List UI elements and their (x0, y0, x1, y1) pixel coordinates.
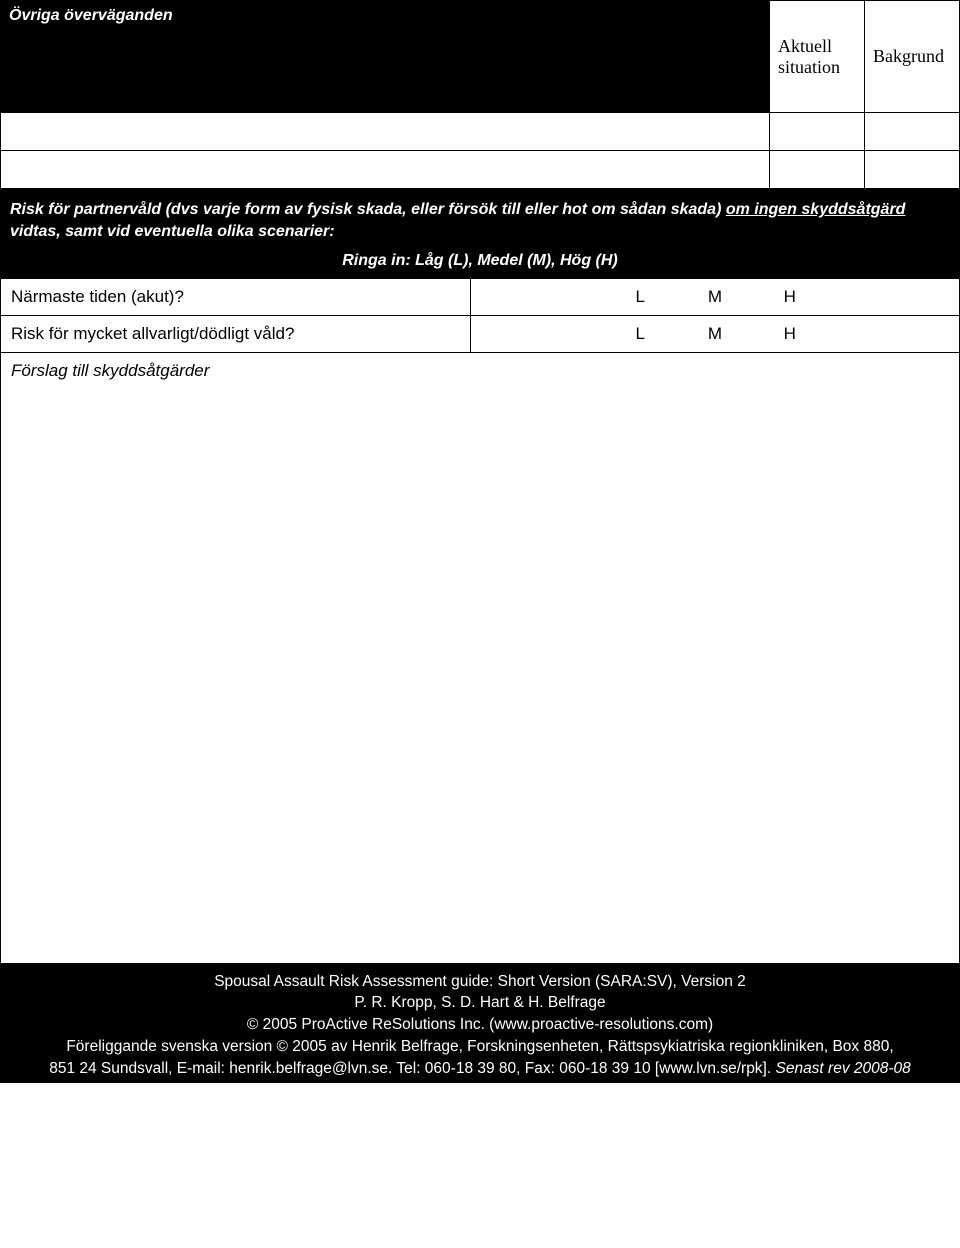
protective-measures-title: Förslag till skyddsåtgärder (11, 361, 209, 380)
risk-high[interactable]: H (755, 287, 825, 307)
risk-header: Risk för partnervåld (dvs varje form av … (0, 189, 960, 248)
footer-line-5: 851 24 Sundsvall, E-mail: henrik.belfrag… (6, 1058, 954, 1080)
footer: Spousal Assault Risk Assessment guide: S… (0, 963, 960, 1083)
footer-line-1: Spousal Assault Risk Assessment guide: S… (6, 971, 954, 993)
consideration-row-2 (1, 151, 960, 189)
risk-header-underlined: om ingen skyddsåtgärd (726, 201, 906, 218)
risk-high[interactable]: H (755, 324, 825, 344)
risk-label-acute: Närmaste tiden (akut)? (1, 279, 471, 316)
risk-table: Närmaste tiden (akut)? L M H Risk för my… (0, 278, 960, 353)
considerations-title: Övriga överväganden (9, 7, 173, 24)
risk-low[interactable]: L (605, 287, 675, 307)
risk-label-severe: Risk för mycket allvarligt/dödligt våld? (1, 316, 471, 353)
consideration-current-2[interactable] (770, 151, 865, 189)
risk-low[interactable]: L (605, 324, 675, 344)
consideration-text-1[interactable] (1, 113, 770, 151)
consideration-background-2[interactable] (865, 151, 960, 189)
consideration-current-1[interactable] (770, 113, 865, 151)
risk-header-text-2: vidtas, samt vid eventuella olika scenar… (10, 223, 335, 240)
risk-rating-acute[interactable]: L M H (471, 279, 960, 316)
risk-medium[interactable]: M (680, 287, 750, 307)
consideration-background-1[interactable] (865, 113, 960, 151)
form-page: Övriga överväganden Aktuell situation Ba… (0, 0, 960, 1083)
col-current-situation: Aktuell situation (770, 1, 865, 113)
risk-header-text-1: Risk för partnervåld (dvs varje form av … (10, 201, 726, 218)
footer-line-2: P. R. Kropp, S. D. Hart & H. Belfrage (6, 992, 954, 1014)
considerations-title-cell: Övriga överväganden (1, 1, 770, 113)
risk-row-acute: Närmaste tiden (akut)? L M H (1, 279, 960, 316)
col-background: Bakgrund (865, 1, 960, 113)
risk-medium[interactable]: M (680, 324, 750, 344)
risk-rating-severe[interactable]: L M H (471, 316, 960, 353)
risk-instruction: Ringa in: Låg (L), Medel (M), Hög (H) (0, 248, 960, 278)
risk-row-severe: Risk för mycket allvarligt/dödligt våld?… (1, 316, 960, 353)
footer-line-4: Föreliggande svenska version © 2005 av H… (6, 1036, 954, 1058)
considerations-table: Övriga överväganden Aktuell situation Ba… (0, 0, 960, 189)
consideration-text-2[interactable] (1, 151, 770, 189)
consideration-row-1 (1, 113, 960, 151)
footer-line-3: © 2005 ProActive ReSolutions Inc. (www.p… (6, 1014, 954, 1036)
